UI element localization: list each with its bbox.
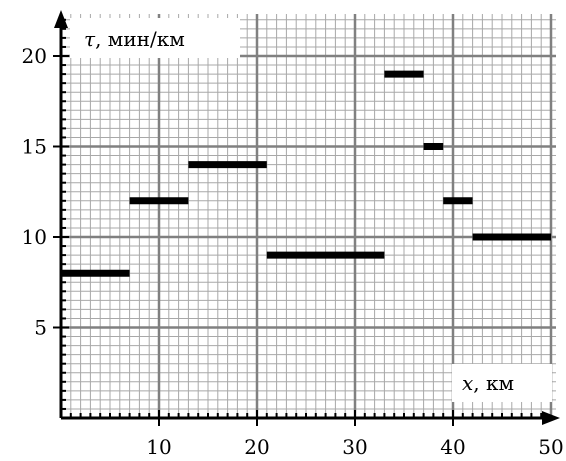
y-axis-title: τ, мин/км — [84, 27, 185, 51]
x-axis-unit: , км — [473, 371, 514, 395]
x-tick-label: 20 — [244, 435, 269, 459]
y-tick-label: 5 — [34, 316, 47, 340]
x-axis-title: x, км — [462, 371, 514, 395]
y-axis-unit: , мин/км — [95, 27, 185, 51]
tick-labels: 10 20 30 40 50 5 10 15 20 — [22, 44, 564, 459]
data-segments — [61, 70, 551, 277]
tick-marks — [53, 18, 543, 426]
x-axis-title-bg — [452, 364, 552, 402]
x-axis-arrow — [542, 411, 560, 425]
x-tick-label: 50 — [538, 435, 563, 459]
y-tick-label: 20 — [22, 44, 47, 68]
y-tick-label: 15 — [22, 135, 47, 159]
x-tick-label: 40 — [440, 435, 465, 459]
x-tick-label: 10 — [146, 435, 171, 459]
x-tick-label: 30 — [342, 435, 367, 459]
x-axis-symbol: x — [462, 371, 473, 395]
y-tick-label: 10 — [22, 225, 47, 249]
y-axis-symbol: τ — [84, 27, 96, 51]
minor-grid — [61, 14, 556, 418]
y-axis-title-bg — [70, 18, 240, 58]
